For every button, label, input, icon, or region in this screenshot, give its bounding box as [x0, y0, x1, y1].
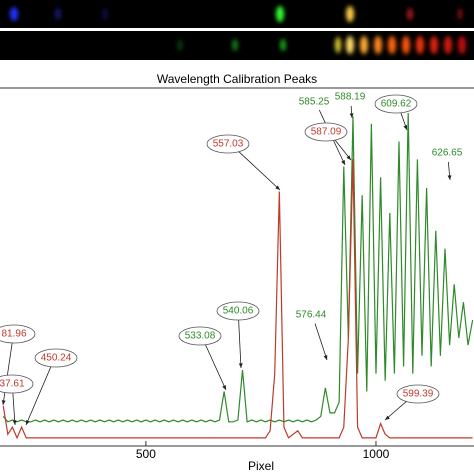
- annotation-label: 450.24: [41, 353, 72, 364]
- annotation-arrowhead: [403, 125, 407, 130]
- annotation-arrowhead: [222, 385, 226, 390]
- annotation-label: 37.61: [0, 379, 25, 390]
- annotation-arrowhead: [341, 160, 345, 165]
- annotation-label: 557.03: [213, 139, 244, 150]
- annotation-label: 585.25: [299, 97, 330, 108]
- annotation-arrowhead: [26, 420, 30, 425]
- series-line: [2, 112, 474, 423]
- annotation-arrow: [204, 343, 227, 391]
- annotation-arrow: [384, 399, 409, 421]
- annotation-label: 533.08: [185, 331, 216, 342]
- annotation-ellipse: [34, 348, 78, 368]
- annotation-ellipse: [216, 301, 260, 321]
- annotation-label: 576.44: [296, 310, 327, 321]
- annotation-ellipse: [396, 384, 440, 404]
- annotation-label: 626.65: [432, 148, 463, 159]
- annotation-ellipse: [374, 94, 418, 114]
- annotation-ellipse: [178, 326, 222, 346]
- annotation-arrowhead: [12, 420, 17, 425]
- annotation-arrowhead: [275, 185, 280, 190]
- annotation-label: 81.96: [1, 329, 26, 340]
- series-line: [2, 159, 473, 440]
- annotation-arrowhead: [238, 363, 243, 368]
- annotation-arrowhead: [346, 155, 351, 160]
- x-axis-label: Pixel: [248, 459, 274, 473]
- x-tick-label: 500: [136, 447, 156, 461]
- annotation-ellipse: [206, 134, 250, 154]
- annotation-arrow: [12, 392, 16, 426]
- annotation-arrowhead: [1, 400, 6, 405]
- annotation-arrowhead: [323, 355, 328, 360]
- annotation-ellipse: [304, 122, 348, 142]
- annotation-arrow: [236, 149, 281, 191]
- annotation-ellipse: [0, 374, 34, 394]
- annotation-label: 609.62: [381, 99, 412, 110]
- annotation-arrow: [25, 366, 52, 426]
- chart-title: Wavelength Calibration Peaks: [157, 72, 317, 86]
- x-tick-label: 1000: [363, 447, 390, 461]
- annotation-arrow: [238, 319, 242, 369]
- annotation-arrowhead: [385, 415, 390, 420]
- annotation-label: 599.39: [403, 389, 434, 400]
- annotation-arrowhead: [349, 113, 354, 118]
- annotation-arrow: [314, 323, 328, 361]
- spectrum-images: [0, 0, 474, 60]
- annotation-arrow: [2, 342, 13, 406]
- annotation-label: 588.19: [335, 92, 366, 103]
- annotation-arrowhead: [447, 175, 452, 180]
- annotation-label: 540.06: [223, 306, 254, 317]
- annotation-label: 587.09: [311, 127, 342, 138]
- annotation-ellipse: [0, 324, 36, 344]
